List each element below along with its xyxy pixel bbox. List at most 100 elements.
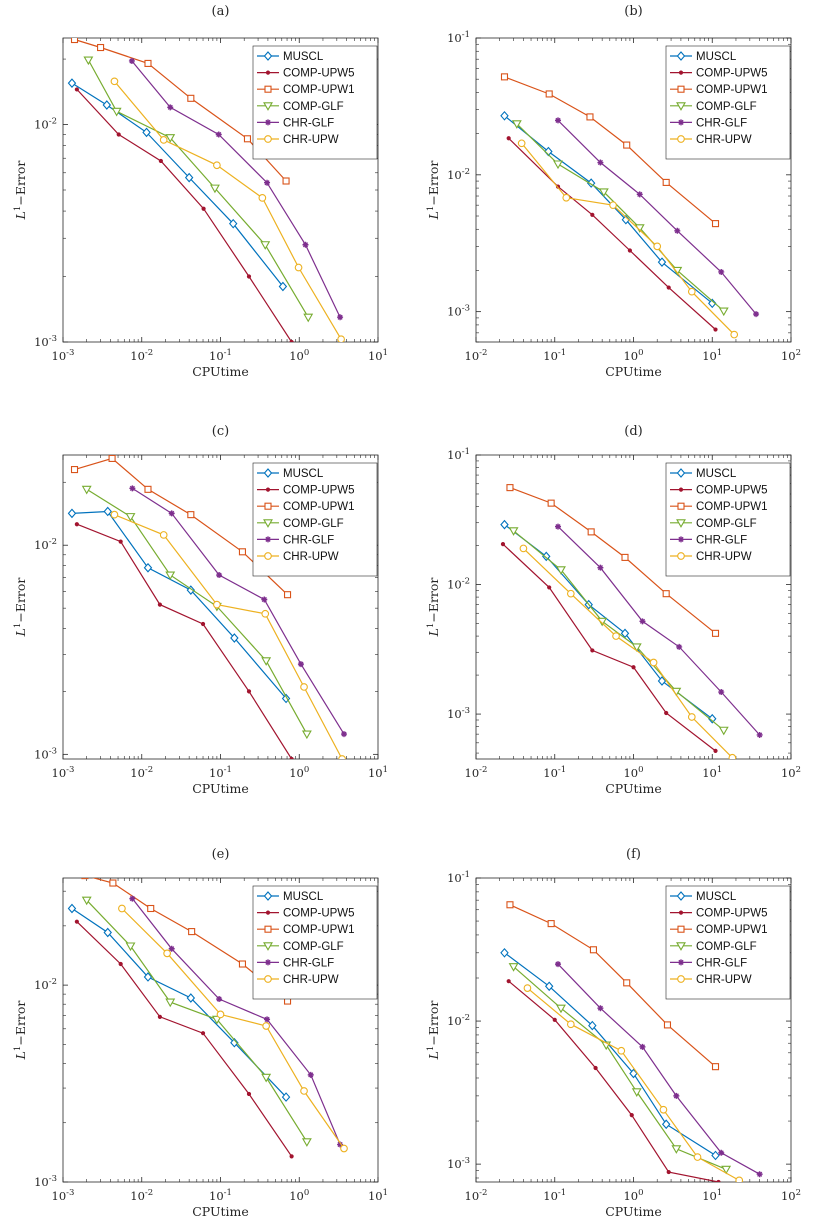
data-point: [188, 928, 196, 936]
series-line: [557, 963, 760, 1175]
legend-item: CHR-UPW: [670, 551, 752, 563]
data-point: [159, 136, 168, 144]
series-comp-upw5: [506, 979, 721, 1182]
data-point: [118, 539, 123, 544]
legend-label: COMP-UPW1: [283, 501, 355, 513]
data-point: [547, 499, 555, 507]
data-point: [184, 172, 194, 183]
data-point: [508, 963, 519, 972]
data-point: [301, 730, 312, 740]
legend-label: COMP-UPW5: [283, 485, 355, 497]
data-point: [597, 1005, 604, 1012]
legend-item: CHR-GLF: [670, 117, 747, 129]
data-point: [144, 485, 152, 493]
legend-marker: [265, 487, 271, 492]
data-point: [157, 1014, 162, 1019]
data-point: [649, 658, 658, 667]
data-point: [283, 591, 292, 599]
data-point: [187, 511, 195, 519]
legend-label: CHR-UPW: [696, 551, 752, 563]
data-point: [673, 1092, 680, 1099]
x-tick-label: 100: [289, 765, 309, 780]
panel-tag: (c): [212, 424, 229, 439]
data-point: [282, 177, 290, 185]
chart-panel-d: (d) 10-2 10-1 100 101 102 10-3 10-2 10-1 CPUtime L…: [426, 424, 801, 796]
series-line: [132, 487, 345, 735]
legend-label: MUSCL: [696, 51, 737, 63]
legend-label: CHR-GLF: [696, 117, 747, 129]
series-line: [71, 908, 287, 1098]
data-point: [262, 1022, 271, 1030]
legend-marker: [678, 119, 684, 126]
data-point: [721, 1165, 732, 1175]
series-line: [91, 878, 288, 1002]
y-tick-label: 10-3: [34, 334, 57, 349]
data-point: [500, 110, 509, 121]
x-tick-label: 10-1: [543, 1188, 566, 1203]
x-tick-label: 10-3: [52, 1188, 75, 1203]
series-line: [527, 987, 740, 1181]
panel-tag: (f): [626, 847, 641, 862]
data-point: [261, 609, 270, 618]
y-tick-label: 10-2: [34, 977, 57, 992]
legend-label: COMP-GLF: [283, 941, 344, 953]
legend-item: CHR-GLF: [257, 117, 334, 129]
legend-marker: [678, 910, 684, 915]
data-point: [597, 564, 604, 571]
data-point: [506, 901, 514, 909]
legend-marker: [676, 891, 686, 901]
data-point: [337, 1141, 344, 1148]
data-point: [519, 544, 528, 553]
series-line: [509, 487, 716, 634]
data-point: [116, 132, 121, 137]
data-point: [552, 1017, 557, 1022]
data-point: [297, 661, 304, 668]
series-layer: [500, 484, 763, 759]
data-point: [230, 1037, 239, 1048]
series-comp-upw5: [500, 542, 718, 753]
data-point: [230, 633, 239, 643]
data-point: [111, 107, 122, 117]
data-point: [102, 100, 112, 110]
legend-marker: [264, 135, 272, 143]
series-layer: [67, 38, 345, 342]
series-chr-glf: [555, 117, 760, 318]
chart-panel-e: (e) 10-3 10-2 10-1 100 101 10-3 10-2 CPUtime L1−E…: [13, 847, 388, 1219]
data-point: [103, 927, 112, 938]
series-comp-upw1: [506, 901, 720, 1071]
y-axis-label: L1−Error: [13, 578, 28, 638]
data-point: [547, 585, 552, 590]
data-point: [587, 528, 595, 536]
legend-item: COMP-UPW1: [257, 84, 355, 96]
series-line: [87, 59, 309, 318]
data-point: [631, 643, 642, 653]
y-tick-label: 10-2: [447, 167, 470, 182]
y-tick-label: 10-1: [447, 447, 470, 462]
series-line: [508, 137, 716, 330]
x-tick-label: 101: [368, 348, 388, 363]
legend-label: MUSCL: [696, 468, 737, 480]
series-line: [76, 88, 293, 342]
data-point: [566, 1020, 575, 1029]
x-axis-label: CPUtime: [605, 364, 662, 379]
data-point: [661, 1119, 671, 1130]
data-point: [338, 755, 346, 759]
data-point: [294, 263, 303, 272]
data-point: [129, 895, 136, 902]
series-line: [509, 904, 716, 1068]
data-point: [511, 120, 522, 129]
series-line: [557, 119, 757, 315]
x-tick-label: 10-2: [465, 765, 488, 780]
legend-marker: [677, 85, 685, 93]
data-point: [165, 571, 176, 581]
data-point: [708, 713, 717, 724]
data-point: [216, 1010, 225, 1019]
legend-label: COMP-UPW1: [283, 924, 355, 936]
data-point: [337, 314, 344, 321]
data-point: [81, 896, 92, 906]
x-axis-label: CPUtime: [605, 781, 662, 796]
data-point: [289, 756, 294, 759]
legend-item: COMP-GLF: [257, 518, 344, 530]
data-point: [246, 274, 252, 279]
